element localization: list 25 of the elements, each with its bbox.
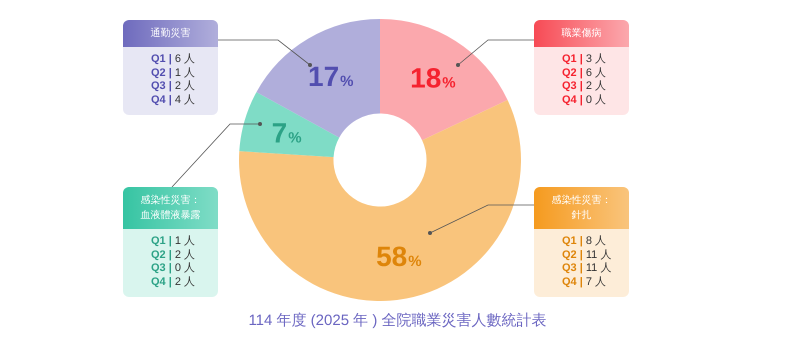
slice-label: 職業傷病 [534, 20, 629, 47]
data-label: 17% [308, 60, 354, 92]
text: Q2 | 11 人 [562, 248, 612, 262]
text: Q2 | 1 人 [151, 66, 196, 80]
text: Q1 | 3 人 [562, 53, 608, 66]
text: Q4 | 0 人 [562, 94, 608, 107]
slice-label: 感染性災害：針扎 [534, 187, 629, 229]
data-label: 7% [272, 118, 302, 149]
data-label: 18% [410, 62, 456, 94]
slice-label: 感染性災害：血液體液暴露 [123, 187, 218, 229]
text: Q4 | 2 人 [151, 276, 196, 289]
text: Q1 | 1 人 [151, 235, 196, 248]
slice-label: 通勤災害 [123, 20, 218, 47]
text: Q2 | 6 人 [562, 66, 608, 80]
text: Q4 | 4 人 [151, 94, 196, 107]
text: Q3 | 0 人 [151, 262, 196, 276]
data-label: 58% [376, 241, 422, 272]
text: Q3 | 11 人 [562, 262, 612, 276]
text: Q3 | 2 人 [562, 80, 608, 94]
text: Q1 | 8 人 [562, 235, 608, 248]
text: Q4 | 7 人 [562, 276, 608, 289]
text: Q3 | 2 人 [151, 80, 196, 94]
text: Q1 | 6 人 [151, 53, 196, 66]
text: 114 年度 (2025 年 ) 全院職業災害人數統計表 [247, 311, 548, 330]
text: Q2 | 2 人 [151, 248, 196, 262]
